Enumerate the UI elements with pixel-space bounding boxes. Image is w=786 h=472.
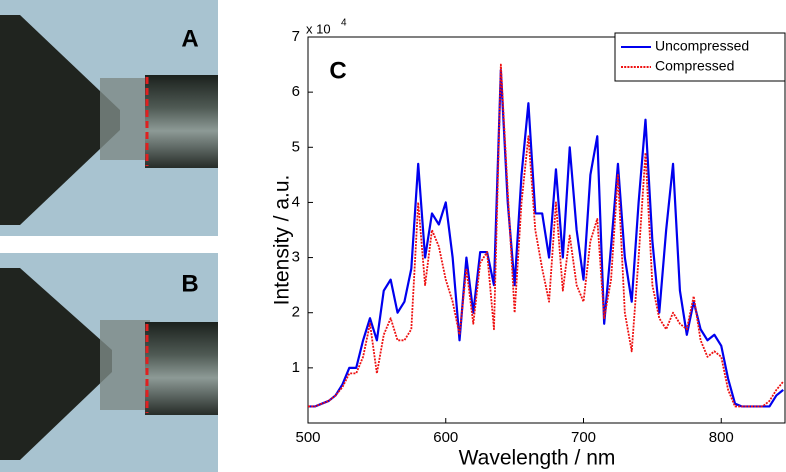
y-tick-label: 6	[292, 83, 300, 100]
panel-label: C	[329, 57, 346, 84]
legend-label: Uncompressed	[655, 38, 749, 54]
panel-label: B	[181, 270, 198, 297]
x-axis-label: Wavelength / nm	[459, 447, 616, 470]
y-multiplier: x 10	[306, 21, 331, 36]
chart: 1 2 3 4 5 6 7 500 600 700 800 x 10 4 Wavelength / nm I…	[271, 18, 786, 470]
photo-b: B	[0, 253, 218, 472]
legend-box	[614, 32, 786, 82]
x-tick-label: 800	[709, 429, 734, 446]
plot-frame	[307, 36, 786, 424]
x-tick-label: 500	[295, 429, 320, 446]
y-axis-label: Intensity / a.u.	[271, 175, 294, 306]
y-tick-label: 1	[292, 359, 300, 376]
x-tick-label: 700	[571, 429, 596, 446]
y-tick-label: 3	[292, 249, 300, 266]
y-exponent: 4	[341, 18, 347, 29]
x-tick-label: 600	[433, 429, 458, 446]
series-line	[308, 68, 784, 408]
photo-a: A	[0, 0, 218, 236]
y-tick-label: 5	[292, 138, 300, 155]
legend-label: Compressed	[655, 58, 734, 74]
series-line	[308, 63, 784, 408]
y-tick-label: 7	[292, 28, 300, 45]
panel-label: A	[181, 25, 198, 52]
y-tick-label: 4	[292, 193, 300, 210]
y-tick-label: 2	[292, 304, 300, 321]
